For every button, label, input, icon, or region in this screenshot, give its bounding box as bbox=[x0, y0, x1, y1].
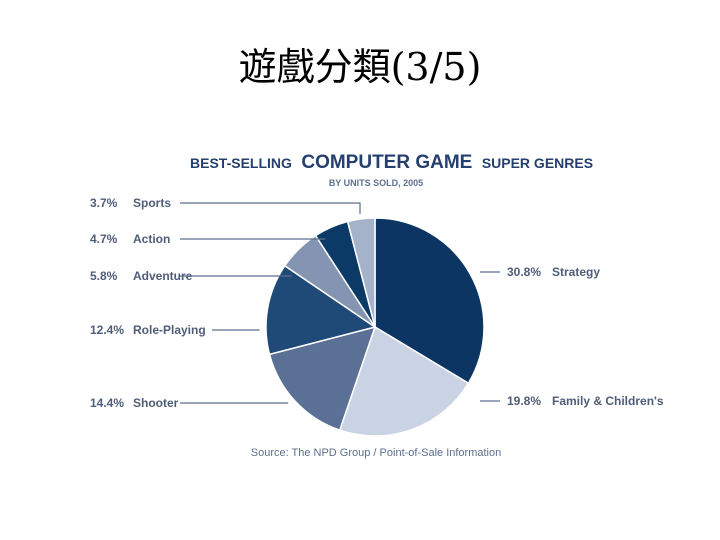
slice-percent-adventure: 5.8% bbox=[90, 269, 118, 283]
chart-title-main: COMPUTER GAME bbox=[301, 152, 472, 173]
slide-title: 遊戲分類(3/5) bbox=[238, 45, 482, 89]
slice-percent-strategy: 30.8% bbox=[507, 265, 541, 279]
slice-label-role-playing: Role-Playing bbox=[133, 323, 206, 337]
slice-percent-role-playing: 12.4% bbox=[90, 323, 124, 337]
chart-title-prefix: BEST-SELLING bbox=[190, 155, 292, 171]
slice-percent-shooter: 14.4% bbox=[90, 396, 124, 410]
chart-subtitle: BY UNITS SOLD, 2005 bbox=[329, 178, 423, 188]
slice-label-shooter: Shooter bbox=[133, 396, 179, 410]
pie-slice-strategy bbox=[374, 217, 485, 385]
pie-slice-family-children-s bbox=[338, 325, 470, 437]
slice-percent-sports: 3.7% bbox=[90, 196, 118, 210]
leader-line-sports bbox=[180, 202, 361, 214]
pie-slices bbox=[265, 217, 485, 437]
pie-slice-sports bbox=[346, 217, 376, 328]
slice-label-strategy: Strategy bbox=[552, 265, 600, 279]
chart-title-suffix: SUPER GENRES bbox=[482, 155, 593, 171]
slice-label-family-children-s: Family & Children's bbox=[552, 394, 664, 408]
slice-label-action: Action bbox=[133, 232, 170, 246]
pie-labels: 30.8% Strategy 19.8% Family & Children's 14.… bbox=[90, 196, 664, 410]
slice-percent-action: 4.7% bbox=[90, 232, 118, 246]
slice-label-adventure: Adventure bbox=[133, 269, 193, 283]
chart-title: BEST-SELLING COMPUTER GAME SUPER GENRES bbox=[190, 152, 593, 173]
pie-slice-shooter bbox=[268, 325, 377, 432]
slice-percent-family-children-s: 19.8% bbox=[507, 394, 541, 408]
chart-source: Source: The NPD Group / Point-of-Sale In… bbox=[251, 447, 501, 459]
slice-label-sports: Sports bbox=[133, 196, 171, 210]
pie-slice-role-playing bbox=[265, 264, 377, 356]
